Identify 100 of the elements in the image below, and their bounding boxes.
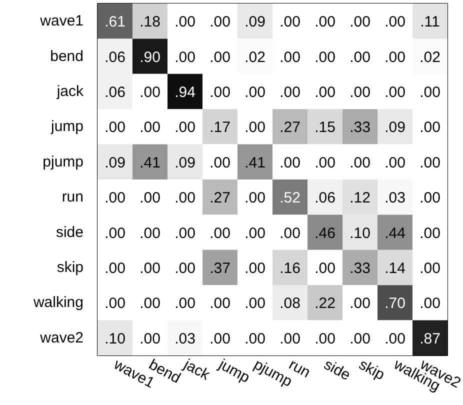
data-label: .00: [210, 154, 230, 172]
data-label: .00: [140, 295, 160, 312]
y-tick-label: side: [56, 224, 84, 241]
data-label: .09: [244, 14, 266, 31]
data-label: .00: [174, 48, 196, 66]
data-label: .11: [420, 14, 440, 31]
data-label: .00: [384, 154, 406, 172]
data-label: .44: [384, 224, 406, 242]
data-label: .00: [210, 330, 230, 348]
data-label: .00: [350, 84, 370, 101]
data-label: .37: [210, 260, 230, 277]
data-label: .00: [210, 224, 230, 242]
data-label: .00: [420, 260, 440, 277]
data-label: .70: [384, 295, 406, 312]
data-label: .00: [244, 330, 266, 348]
data-label: .00: [280, 224, 300, 242]
data-label: .00: [140, 224, 160, 242]
data-label: .27: [280, 119, 300, 136]
y-tick-label: pjump: [42, 153, 84, 170]
data-label: .06: [314, 190, 336, 207]
data-label: .06: [104, 84, 126, 101]
data-label: .00: [314, 48, 336, 66]
data-label: .00: [104, 224, 126, 242]
y-tick-label: wave2: [39, 329, 84, 346]
data-label: .00: [140, 84, 160, 101]
data-label: .10: [104, 330, 126, 348]
data-label: .00: [384, 330, 406, 348]
data-label: .41: [140, 154, 160, 172]
data-label: .10: [350, 224, 370, 242]
data-label: .00: [280, 84, 300, 101]
data-label: .00: [280, 154, 300, 172]
data-label: .00: [104, 190, 126, 207]
data-label: .17: [210, 119, 230, 136]
data-label: .22: [314, 295, 336, 312]
data-label: .94: [174, 84, 196, 101]
data-label: .33: [350, 119, 370, 136]
data-label: .00: [420, 84, 440, 101]
y-tick-label: wave1: [39, 12, 84, 30]
data-label: .00: [350, 330, 370, 348]
data-label: .46: [314, 224, 336, 242]
data-label: .00: [314, 154, 336, 172]
data-label: .00: [244, 190, 266, 207]
x-tick-label: jump: [215, 356, 253, 387]
data-label: .00: [244, 84, 266, 101]
data-label: .00: [174, 260, 196, 277]
data-label: .00: [174, 224, 196, 242]
data-label: .08: [280, 295, 300, 312]
data-label: .00: [350, 295, 370, 312]
data-label: .00: [280, 330, 300, 348]
data-label: .00: [140, 119, 160, 136]
data-label: .09: [104, 154, 126, 172]
data-label: .00: [104, 295, 126, 312]
data-label: .00: [420, 154, 440, 172]
data-label: .00: [244, 260, 266, 277]
data-label: .00: [314, 14, 336, 31]
data-label: .00: [140, 260, 160, 277]
data-label: .00: [420, 295, 440, 312]
data-label: .00: [140, 190, 160, 207]
data-label: .00: [174, 190, 196, 207]
data-label: .00: [210, 48, 230, 66]
data-label: .00: [420, 190, 440, 207]
data-label: .41: [244, 154, 266, 172]
data-label: .15: [314, 119, 336, 136]
data-label: .00: [210, 295, 230, 312]
data-label: .00: [314, 260, 336, 277]
data-label: .90: [140, 48, 160, 66]
data-label: .33: [350, 260, 370, 277]
x-tick-label: side: [320, 356, 354, 384]
data-label: .14: [384, 260, 406, 277]
data-label: .02: [420, 48, 440, 66]
x-tick-label: jack: [180, 356, 213, 384]
data-label: .00: [384, 84, 406, 101]
data-label: .00: [244, 224, 266, 242]
data-label: .18: [140, 14, 160, 31]
data-label: .00: [140, 330, 160, 348]
data-label: .00: [174, 119, 196, 136]
data-label: .00: [314, 330, 336, 348]
data-label: .09: [384, 119, 406, 136]
data-label: .52: [280, 190, 300, 207]
y-tick-label: jack: [56, 83, 84, 100]
data-label: .09: [174, 154, 196, 172]
x-tick-label: skip: [356, 356, 388, 384]
data-label: .00: [244, 295, 266, 312]
data-label: .06: [104, 48, 126, 66]
data-label: .61: [104, 14, 126, 31]
y-tick-label: bend: [50, 48, 84, 65]
data-label: .00: [174, 14, 196, 31]
data-label: .00: [350, 14, 370, 31]
data-label: .00: [420, 224, 440, 242]
data-label: .00: [420, 119, 440, 136]
data-label: .00: [104, 260, 126, 277]
data-label: .00: [384, 48, 406, 66]
data-label: .00: [210, 14, 230, 31]
data-label: .12: [350, 190, 370, 207]
data-label: .00: [210, 84, 230, 101]
data-label: .00: [174, 295, 196, 312]
y-tick-label: skip: [56, 259, 84, 276]
data-label: .00: [280, 14, 300, 31]
y-tick-label: jump: [50, 118, 84, 136]
data-label: .03: [384, 190, 406, 207]
